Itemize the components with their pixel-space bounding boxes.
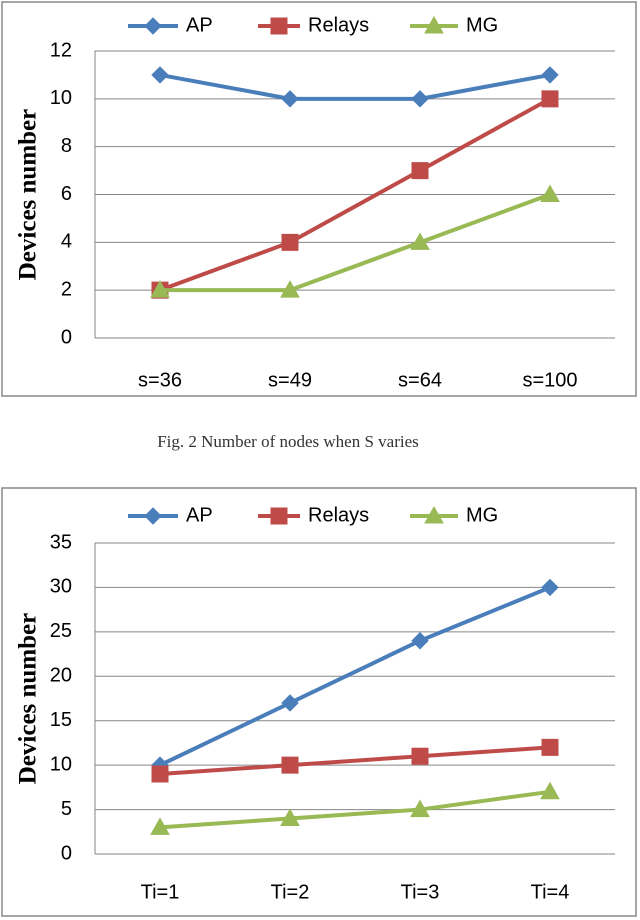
- legend-marker: [144, 17, 162, 35]
- point: [281, 233, 299, 251]
- point: [150, 817, 170, 835]
- y-tick-label: 30: [50, 576, 72, 598]
- point: [541, 90, 559, 108]
- legend-label: Relays: [308, 14, 369, 36]
- series-line: [160, 192, 551, 293]
- legend-label: MG: [466, 504, 498, 526]
- x-tick-label: s=49: [268, 369, 312, 391]
- y-tick-label: 6: [61, 183, 72, 205]
- y-tick-label: 5: [61, 798, 72, 820]
- y-tick-label: 25: [50, 620, 72, 642]
- point: [541, 66, 559, 84]
- x-tick-label: Ti=3: [401, 881, 440, 903]
- point: [151, 765, 169, 783]
- y-tick-label: 10: [50, 87, 72, 109]
- legend-marker: [270, 507, 288, 525]
- point: [410, 799, 430, 818]
- y-tick-label: 12: [50, 39, 72, 61]
- y-tick-label: 8: [61, 135, 72, 157]
- y-axis-label: Devices number: [15, 109, 42, 281]
- point: [411, 90, 429, 108]
- series-line: [159, 97, 551, 293]
- y-tick-label: 15: [50, 709, 72, 731]
- point: [281, 90, 299, 108]
- point: [540, 184, 560, 202]
- chart-frame: [1, 1, 637, 397]
- y-tick-label: 4: [61, 231, 72, 253]
- point: [280, 280, 300, 298]
- x-tick-label: Ti=1: [141, 881, 180, 903]
- legend-marker: [424, 15, 444, 34]
- legend-label: MG: [466, 14, 498, 36]
- legend-label: AP: [186, 504, 213, 526]
- point: [541, 738, 559, 756]
- point: [150, 280, 170, 298]
- point: [541, 578, 559, 597]
- series-line: [159, 72, 551, 101]
- x-tick-label: s=36: [138, 369, 182, 391]
- caption: Fig. 2 Number of nodes when S varies: [157, 432, 419, 451]
- y-tick-label: 0: [61, 326, 72, 348]
- legend-label: Relays: [308, 504, 369, 526]
- y-tick-label: 2: [61, 278, 72, 300]
- point: [411, 162, 429, 180]
- chart-frame: [1, 487, 637, 917]
- x-tick-label: s=100: [522, 369, 577, 391]
- legend-marker: [424, 505, 444, 524]
- point: [540, 781, 560, 800]
- series-line: [159, 789, 551, 830]
- point: [411, 632, 429, 650]
- point: [411, 747, 429, 765]
- legend-marker: [270, 17, 288, 35]
- point: [281, 756, 299, 774]
- x-tick-label: Ti=4: [531, 881, 570, 903]
- series-line: [159, 585, 551, 767]
- y-tick-label: 0: [61, 842, 72, 864]
- x-tick-label: s=64: [398, 369, 442, 391]
- point: [281, 694, 299, 712]
- series-line: [159, 745, 551, 777]
- y-axis-label: Devices number: [15, 613, 42, 785]
- y-tick-label: 35: [50, 531, 72, 553]
- y-tick-label: 20: [50, 665, 72, 687]
- point: [280, 808, 300, 826]
- y-tick-label: 10: [50, 753, 72, 775]
- x-tick-label: Ti=2: [271, 881, 310, 903]
- legend-marker: [144, 507, 162, 525]
- point: [410, 232, 430, 250]
- legend-label: AP: [186, 14, 213, 36]
- point: [151, 66, 169, 84]
